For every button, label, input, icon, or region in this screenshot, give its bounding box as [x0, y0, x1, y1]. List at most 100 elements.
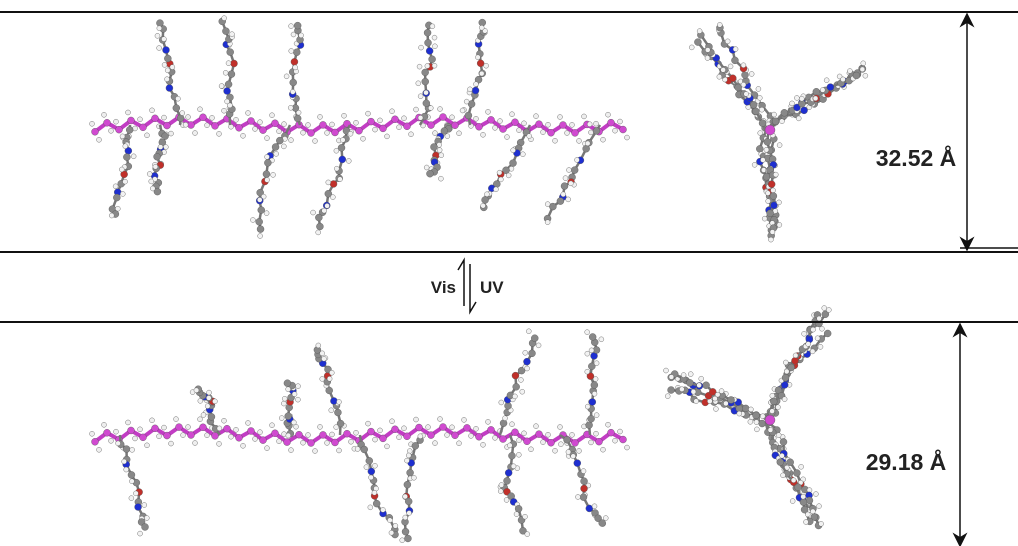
- atom: [174, 417, 179, 422]
- atom: [504, 477, 511, 484]
- atom: [361, 446, 368, 453]
- atom: [265, 136, 270, 141]
- atom: [330, 195, 335, 200]
- atom: [129, 479, 134, 484]
- molecule-models: [90, 16, 868, 543]
- atom: [439, 153, 444, 158]
- atom: [753, 412, 760, 419]
- atom: [548, 129, 555, 136]
- atom: [505, 469, 512, 476]
- atom: [260, 437, 267, 444]
- atom: [193, 441, 198, 446]
- atom: [241, 133, 246, 138]
- atom: [574, 460, 581, 467]
- atom: [669, 374, 674, 379]
- atom: [790, 101, 795, 106]
- atom: [697, 29, 702, 34]
- atom: [759, 120, 766, 127]
- atom: [541, 440, 546, 445]
- atom: [571, 167, 578, 174]
- atom: [308, 129, 315, 136]
- atom: [802, 331, 807, 336]
- atom: [122, 459, 127, 464]
- atom: [253, 126, 258, 131]
- atom: [574, 157, 579, 162]
- atom: [486, 419, 491, 424]
- atom: [272, 430, 279, 437]
- atom: [236, 434, 243, 441]
- atom: [313, 138, 318, 143]
- atom: [557, 198, 564, 205]
- atom: [488, 116, 495, 123]
- atom: [336, 399, 341, 404]
- atom: [416, 424, 423, 431]
- atom: [228, 71, 235, 78]
- atom: [326, 180, 331, 185]
- atom: [817, 504, 822, 509]
- atom: [281, 401, 286, 406]
- atom: [140, 434, 147, 441]
- atom: [222, 16, 227, 21]
- atom: [764, 138, 771, 145]
- atom: [450, 115, 455, 120]
- atom: [742, 71, 749, 78]
- atom: [665, 394, 670, 399]
- atom: [222, 418, 227, 423]
- atom: [759, 107, 764, 112]
- atom: [236, 124, 243, 131]
- atom: [498, 489, 503, 494]
- atom: [827, 84, 834, 91]
- atom: [523, 358, 530, 365]
- atom: [498, 177, 503, 182]
- atom: [589, 130, 594, 135]
- atom: [686, 379, 693, 386]
- atom: [113, 184, 118, 189]
- atom: [116, 441, 121, 446]
- forward-label: Vis: [431, 278, 456, 297]
- atom: [568, 181, 573, 186]
- atom: [356, 127, 363, 134]
- atom: [340, 137, 345, 142]
- atom: [781, 109, 788, 116]
- atom: [780, 473, 785, 478]
- atom: [813, 88, 820, 95]
- atom: [725, 39, 730, 44]
- atom: [128, 117, 135, 124]
- atom: [368, 505, 373, 510]
- atom: [457, 131, 462, 136]
- atom: [465, 112, 472, 119]
- atom: [162, 425, 167, 430]
- atom: [721, 67, 726, 72]
- atom: [402, 528, 409, 535]
- atom: [157, 46, 162, 51]
- atom: [265, 177, 270, 182]
- atom: [120, 134, 125, 139]
- atom: [385, 444, 390, 449]
- atom: [430, 24, 435, 29]
- atom: [585, 404, 590, 409]
- atom: [390, 109, 395, 114]
- atom: [338, 144, 345, 151]
- atom: [440, 114, 447, 121]
- atom: [479, 25, 484, 30]
- atom: [799, 96, 804, 101]
- atom: [337, 177, 342, 182]
- atom: [572, 439, 579, 446]
- atom: [566, 168, 571, 173]
- atom: [186, 425, 191, 430]
- atom: [526, 329, 531, 334]
- atom: [511, 464, 516, 469]
- atom: [270, 113, 275, 118]
- atom: [815, 336, 820, 341]
- atom: [430, 143, 437, 150]
- atom: [479, 19, 486, 26]
- atom: [397, 125, 402, 130]
- atom: [529, 447, 534, 452]
- atom: [320, 431, 327, 438]
- atom: [481, 442, 486, 447]
- atom: [419, 45, 424, 50]
- atom: [601, 447, 606, 452]
- atom: [318, 424, 323, 429]
- atom: [729, 75, 736, 82]
- atom: [596, 438, 603, 445]
